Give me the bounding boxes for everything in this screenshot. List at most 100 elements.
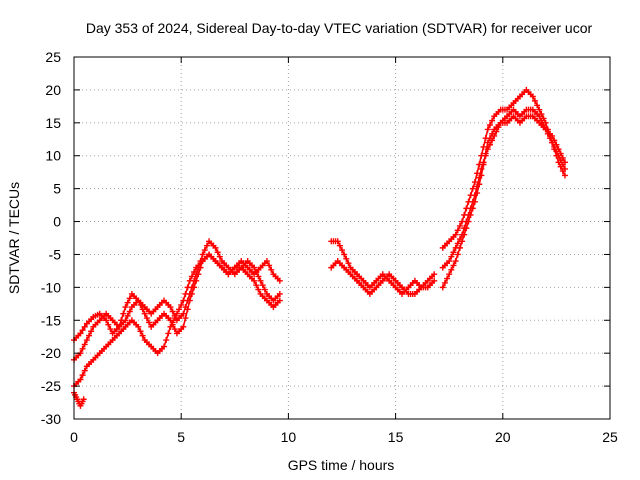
data-point-marker xyxy=(163,337,170,344)
series-track-6 xyxy=(328,258,438,297)
data-point-marker xyxy=(171,315,178,322)
data-point-marker xyxy=(146,319,153,326)
data-point-marker xyxy=(171,326,178,333)
data-point-marker xyxy=(474,170,481,177)
data-point-marker xyxy=(167,323,174,330)
data-point-marker xyxy=(180,297,187,304)
data-point-marker xyxy=(124,299,131,306)
data-point-marker xyxy=(480,159,487,166)
data-point-marker xyxy=(452,244,459,251)
data-point-marker xyxy=(77,376,84,383)
y-axis-title: SDTVAR / TECUs xyxy=(6,182,22,294)
data-point-marker xyxy=(489,137,496,144)
data-point-marker xyxy=(559,154,566,161)
data-point-marker xyxy=(478,165,485,172)
data-point-marker xyxy=(80,396,87,403)
data-point-marker xyxy=(495,124,502,131)
y-tick-label: 20 xyxy=(45,82,61,98)
data-point-marker xyxy=(555,146,562,153)
data-point-marker xyxy=(529,93,536,100)
data-point-marker xyxy=(471,192,478,199)
data-point-marker xyxy=(469,198,476,205)
data-point-marker xyxy=(165,330,172,337)
series-line xyxy=(73,240,281,361)
data-point-marker xyxy=(459,231,466,238)
data-point-marker xyxy=(169,319,176,326)
data-point-marker xyxy=(86,332,93,339)
data-point-marker xyxy=(253,269,260,276)
data-point-marker xyxy=(276,277,283,284)
series-track-2 xyxy=(71,238,283,363)
data-point-marker xyxy=(79,327,86,334)
data-point-marker xyxy=(474,183,481,190)
data-point-marker xyxy=(493,128,500,135)
data-point-marker xyxy=(339,247,345,254)
data-point-marker xyxy=(105,321,112,328)
x-axis-title: GPS time / hours xyxy=(288,457,395,473)
data-point-marker xyxy=(531,97,538,104)
data-point-marker xyxy=(452,231,459,238)
data-point-marker xyxy=(191,269,198,276)
data-point-marker xyxy=(257,277,264,284)
data-point-marker xyxy=(255,273,262,280)
data-point-marker xyxy=(81,323,88,330)
data-point-marker xyxy=(450,249,457,256)
y-tick-label: 25 xyxy=(45,49,61,65)
y-tick-label: 15 xyxy=(45,115,61,131)
data-point-marker xyxy=(454,251,461,258)
data-point-marker xyxy=(276,297,283,304)
data-point-marker xyxy=(465,211,472,218)
data-point-marker xyxy=(446,271,453,278)
data-point-marker xyxy=(212,244,219,251)
x-tick-label: 20 xyxy=(495,429,511,445)
data-point-marker xyxy=(476,174,483,181)
data-point-marker xyxy=(83,337,90,344)
data-point-marker xyxy=(182,315,189,322)
data-point-marker xyxy=(446,258,453,265)
series-track-9 xyxy=(439,113,568,271)
data-point-marker xyxy=(79,345,86,352)
x-tick-label: 25 xyxy=(602,429,618,445)
series-layer xyxy=(71,86,568,409)
data-point-marker xyxy=(484,146,491,153)
data-point-marker xyxy=(439,284,446,291)
data-point-marker xyxy=(551,137,558,144)
data-point-marker xyxy=(251,264,258,271)
data-point-marker xyxy=(122,304,129,311)
y-tick-label: -15 xyxy=(41,312,61,328)
data-point-marker xyxy=(167,304,174,311)
data-point-marker xyxy=(261,286,268,293)
data-point-marker xyxy=(480,143,487,150)
data-point-marker xyxy=(141,310,148,317)
y-tick-label: -20 xyxy=(41,345,61,361)
series-line xyxy=(441,108,566,289)
data-point-marker xyxy=(536,113,543,120)
data-point-marker xyxy=(137,328,144,335)
data-point-marker xyxy=(88,328,95,335)
data-point-marker xyxy=(268,266,275,273)
series-track-4 xyxy=(71,389,87,409)
data-point-marker xyxy=(431,277,438,284)
data-point-marker xyxy=(255,286,262,293)
data-point-marker xyxy=(135,323,142,330)
data-point-marker xyxy=(448,253,455,260)
data-point-marker xyxy=(491,132,498,139)
data-point-marker xyxy=(180,323,187,330)
data-point-marker xyxy=(186,277,193,284)
data-point-marker xyxy=(263,258,270,265)
data-point-marker xyxy=(486,141,493,148)
y-tick-labels: -30 -25 -20 -15 -10 -5 0 5 10 15 20 25 xyxy=(41,49,61,427)
data-point-marker xyxy=(486,122,493,129)
data-point-marker xyxy=(180,310,187,317)
data-point-marker xyxy=(454,227,461,234)
y-tick-label: -25 xyxy=(41,378,61,394)
x-tick-labels: 0 5 10 15 20 25 xyxy=(70,429,618,445)
data-point-marker xyxy=(214,249,221,256)
grid-lines xyxy=(74,57,610,419)
data-point-marker xyxy=(461,225,468,232)
data-point-marker xyxy=(103,317,110,324)
data-point-marker xyxy=(471,179,478,186)
data-point-marker xyxy=(469,185,476,192)
data-point-marker xyxy=(489,117,496,124)
